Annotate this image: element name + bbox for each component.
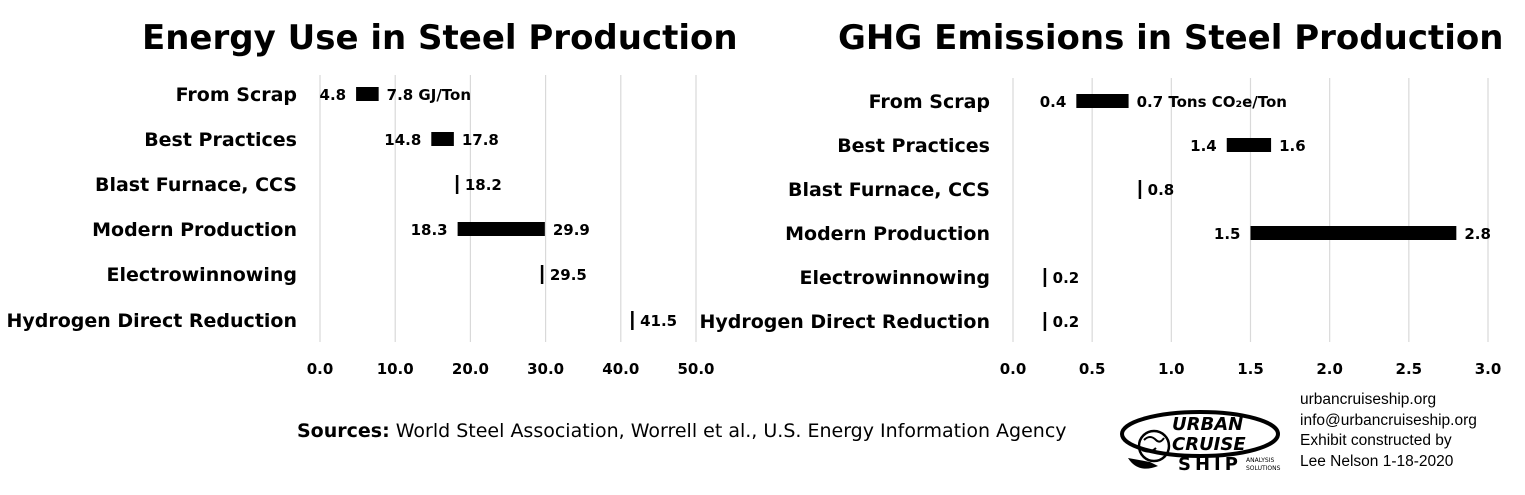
energy-low-label: 18.3	[411, 221, 448, 239]
ghg-high-label: 0.8	[1148, 181, 1175, 199]
ghg-range-bar	[1250, 226, 1457, 240]
energy-high-label: 17.8	[462, 131, 499, 149]
ghg-category-label: Hydrogen Direct Reduction	[699, 311, 990, 333]
credits-block: urbancruiseship.org info@urbancruiseship…	[1300, 390, 1477, 472]
ghg-tick-label: 3.0	[1475, 360, 1502, 378]
ghg-category-label: Blast Furnace, CCS	[788, 179, 990, 201]
energy-tick-label: 0.0	[307, 360, 334, 378]
sources-label: Sources:	[297, 420, 390, 442]
ghg-category-label: Modern Production	[785, 223, 990, 245]
energy-high-label: 29.5	[550, 266, 587, 284]
ghg-high-label: 2.8	[1464, 225, 1491, 243]
energy-category-label: Hydrogen Direct Reduction	[6, 310, 297, 332]
ghg-low-label: 1.5	[1214, 225, 1241, 243]
logo-text-cruise: CRUISE	[1172, 434, 1246, 455]
ghg-high-label: 0.2	[1053, 269, 1080, 287]
ghg-low-label: 0.4	[1040, 93, 1067, 111]
ghg-category-label: Electrowinnowing	[799, 267, 990, 289]
energy-category-label: Electrowinnowing	[106, 264, 297, 286]
energy-point-marker	[455, 175, 459, 194]
energy-chart-title: Energy Use in Steel Production	[142, 18, 738, 58]
ghg-point-marker	[1043, 268, 1047, 287]
sources-text: World Steel Association, Worrell et al.,…	[389, 420, 1067, 442]
energy-range-bar	[356, 87, 379, 101]
ghg-category-label: From Scrap	[869, 91, 990, 113]
energy-tick-label: 50.0	[677, 360, 714, 378]
ghg-point-marker	[1138, 180, 1142, 199]
ghg-point-marker	[1043, 312, 1047, 331]
credits-website: urbancruiseship.org	[1300, 391, 1437, 408]
energy-high-label: 41.5	[640, 312, 677, 330]
ghg-high-label: 0.2	[1053, 313, 1080, 331]
energy-tick-label: 40.0	[602, 360, 639, 378]
logo-text-ship: SHIP	[1178, 454, 1242, 475]
urban-cruise-ship-logo: URBAN CRUISE SHIP ANALYSIS SOLUTIONS	[1120, 400, 1292, 480]
energy-tick-label: 30.0	[527, 360, 564, 378]
globe-icon	[1137, 429, 1171, 463]
energy-point-marker	[540, 265, 544, 284]
ghg-high-label: 0.7 Tons CO₂e/Ton	[1137, 93, 1287, 111]
globe-continents-icon	[1141, 436, 1165, 453]
ghg-chart-title: GHG Emissions in Steel Production	[838, 18, 1504, 58]
ghg-tick-label: 0.0	[1000, 360, 1027, 378]
energy-high-label: 29.9	[553, 221, 590, 239]
energy-category-label: Blast Furnace, CCS	[95, 174, 297, 196]
ghg-tick-label: 1.0	[1158, 360, 1185, 378]
ghg-category-label: Best Practices	[837, 135, 990, 157]
logo-tag-analysis: ANALYSIS	[1246, 457, 1274, 464]
ghg-range-bar	[1076, 94, 1129, 108]
ghg-range-bar	[1226, 138, 1272, 152]
credits-line4: Lee Nelson 1-18-2020	[1300, 452, 1454, 470]
energy-low-label: 14.8	[384, 131, 421, 149]
credits-email: info@urbancruiseship.org	[1300, 411, 1477, 429]
ship-hull-icon	[1128, 458, 1158, 469]
energy-category-label: Modern Production	[92, 219, 297, 241]
logo-tag-solutions: SOLUTIONS	[1246, 465, 1281, 472]
energy-range-bar	[457, 222, 545, 236]
energy-tick-label: 20.0	[452, 360, 489, 378]
sources-note: Sources: World Steel Association, Worrel…	[297, 420, 1067, 442]
credits-line3: Exhibit constructed by	[1300, 432, 1452, 449]
logo-text-urban: URBAN	[1172, 414, 1243, 435]
energy-category-label: From Scrap	[176, 84, 297, 106]
energy-high-label: 18.2	[465, 176, 502, 194]
ghg-tick-label: 0.5	[1079, 360, 1106, 378]
ghg-low-label: 1.4	[1190, 137, 1217, 155]
energy-low-label: 4.8	[320, 86, 347, 104]
ghg-tick-label: 1.5	[1237, 360, 1264, 378]
energy-high-label: 7.8 GJ/Ton	[387, 86, 471, 104]
ghg-tick-label: 2.0	[1316, 360, 1343, 378]
ghg-high-label: 1.6	[1279, 137, 1306, 155]
logo-ring	[1120, 410, 1280, 458]
energy-point-marker	[631, 311, 634, 330]
ghg-tick-label: 2.5	[1396, 360, 1423, 378]
energy-range-bar	[431, 132, 454, 146]
energy-category-label: Best Practices	[144, 129, 297, 151]
energy-tick-label: 10.0	[377, 360, 414, 378]
